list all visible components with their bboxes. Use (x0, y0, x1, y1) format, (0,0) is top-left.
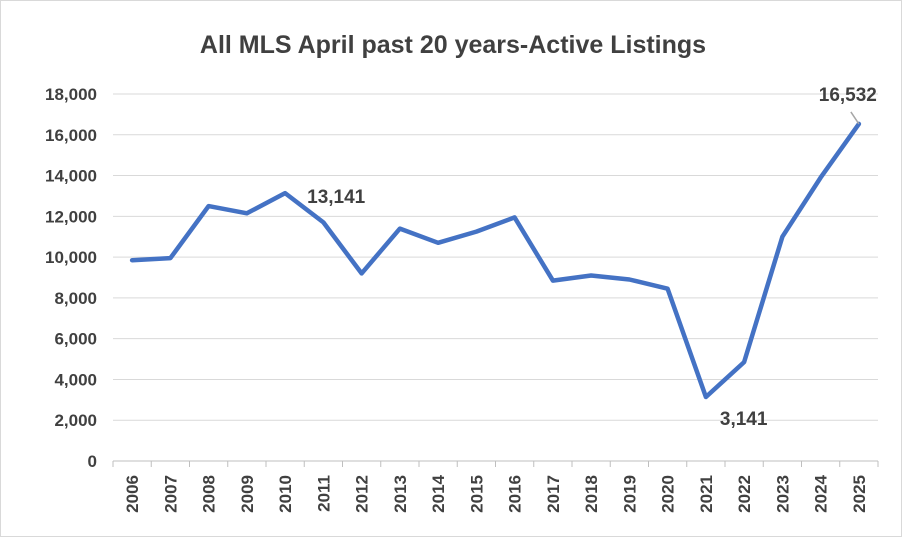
data-label: 16,532 (819, 85, 877, 106)
x-tick-label: 2015 (467, 475, 486, 513)
x-tick-label: 2008 (200, 475, 219, 513)
series-layer (129, 121, 862, 400)
series-line (129, 121, 862, 400)
data-labels: 13,141 3,141 16,532 (307, 85, 877, 430)
axes: 0 2,000 4,000 6,000 8,000 10,000 12,000 14,000 1… (45, 85, 879, 513)
y-tick-label: 2,000 (54, 411, 97, 430)
x-tick-label: 2010 (276, 475, 295, 513)
chart-title: All MLS April past 20 years-Active Listi… (200, 31, 706, 59)
data-label: 3,141 (720, 409, 768, 430)
x-tick-label: 2018 (582, 475, 601, 513)
x-tick-label: 2025 (850, 475, 869, 513)
x-tick-label: 2020 (659, 475, 678, 513)
x-tick-label: 2007 (161, 475, 180, 513)
y-tick-label: 0 (88, 452, 97, 471)
y-tick-label: 8,000 (54, 289, 97, 308)
y-tick-label: 16,000 (45, 126, 97, 145)
y-tick-label: 14,000 (45, 167, 97, 186)
x-tick-label: 2016 (506, 475, 525, 513)
x-tick-label: 2021 (697, 475, 716, 513)
leader-line (850, 111, 860, 125)
x-tick-label: 2009 (238, 475, 257, 513)
gridlines (113, 93, 878, 421)
y-tick-label: 18,000 (45, 85, 97, 104)
x-tick-label: 2017 (544, 475, 563, 513)
x-tick-label: 2023 (773, 475, 792, 513)
x-tick-label: 2022 (735, 475, 754, 513)
x-tick-label: 2013 (391, 475, 410, 513)
x-tick-label: 2012 (353, 475, 372, 513)
y-tick-label: 6,000 (54, 330, 97, 349)
x-tick-label: 2011 (314, 475, 333, 512)
y-tick-label: 10,000 (45, 248, 97, 267)
x-tick-label: 2024 (812, 474, 831, 512)
x-tick-label: 2019 (620, 475, 639, 513)
y-tick-label: 12,000 (45, 207, 97, 226)
x-tick-label: 2014 (429, 474, 448, 512)
y-tick-label: 4,000 (54, 370, 97, 389)
data-label: 13,141 (307, 187, 366, 208)
x-tick-label: 2006 (123, 475, 142, 513)
